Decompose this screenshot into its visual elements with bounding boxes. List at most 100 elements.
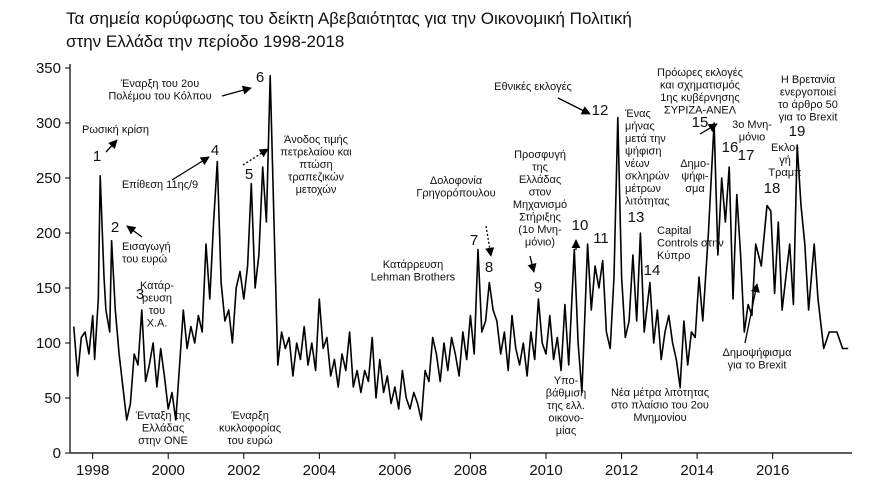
annotation: (1ο Μνη- (518, 224, 562, 236)
y-tick-label: 200 (36, 225, 61, 242)
annotation: Controls στην (657, 238, 724, 250)
arrow (485, 225, 495, 257)
y-tick-label: 250 (36, 170, 61, 187)
annotation: Τραμπ (768, 167, 802, 179)
annotation: Χ.Α. (147, 318, 168, 330)
annotation: 1ης κυβέρνησης (660, 92, 739, 104)
annotation: ενεργοποιεί (780, 87, 837, 99)
annotation: στο πλαίσιο του 2ου (611, 400, 709, 412)
x-tick-label: 2004 (303, 462, 336, 479)
annotation: κυκλοφορίας (219, 423, 281, 435)
peak-number: 3 (136, 286, 144, 303)
annotation: μόνιο (739, 132, 766, 144)
annotation: Επίθεση 11ης/9 (122, 179, 198, 191)
peak-number: 5 (245, 166, 253, 183)
peak-number: 1 (93, 148, 101, 165)
chart-title: στην Ελλάδα την περίοδο 1998-2018 (66, 32, 344, 51)
peak-number: 15 (692, 114, 709, 131)
x-tick-label: 2002 (227, 462, 260, 479)
annotation: στον (529, 187, 552, 199)
annotation: λιτότητας (625, 196, 670, 208)
annotation: και σχηματισμός (660, 80, 740, 92)
x-tick-label: 2008 (454, 462, 487, 479)
annotation: γή (779, 155, 791, 167)
annotation: μόνιο) (525, 237, 555, 249)
annotation: Δημοψήφισμα (723, 347, 793, 359)
annotation: Κατάρρευση (383, 259, 443, 271)
arrow (242, 148, 269, 166)
annotation: μήνας (625, 121, 655, 133)
x-tick-label: 2012 (605, 462, 638, 479)
annotation: σμα (685, 183, 705, 195)
y-tick-label: 100 (36, 335, 61, 352)
annotation: βάθμιση (546, 388, 587, 400)
arrow (221, 85, 252, 97)
peak-number: 6 (256, 69, 264, 86)
annotation: του (149, 305, 165, 317)
peak-number: 7 (470, 232, 478, 249)
y-tick-label: 350 (36, 60, 61, 77)
peak-number: 13 (628, 209, 645, 226)
annotation: Η Βρετανία (781, 74, 836, 86)
x-tick-label: 2010 (529, 462, 562, 479)
annotation: Capital (657, 225, 691, 237)
annotation: Άνοδος τιμής (284, 134, 348, 146)
annotation: του ευρώ (227, 435, 273, 447)
arrow (126, 225, 143, 238)
annotation: Μνημονίου (633, 412, 686, 424)
annotation: ΣΥΡΙΖΑ-ΑΝΕΛ (664, 105, 737, 117)
peak-number: 19 (789, 123, 806, 140)
x-tick-label: 2000 (152, 462, 185, 479)
peak-number: 10 (572, 217, 589, 234)
annotation: Ένας (624, 108, 651, 120)
x-tick-label: 1998 (76, 462, 109, 479)
y-tick-label: 0 (53, 445, 61, 462)
annotation: του ευρώ (122, 254, 168, 266)
annotation: της ελλ. (547, 400, 585, 412)
annotation: Στήριξης (519, 212, 561, 224)
arrow (557, 97, 591, 115)
y-tick-label: 300 (36, 115, 61, 132)
annotation: στην ΟΝΕ (138, 435, 188, 447)
annotation: Εκλο- (771, 142, 799, 154)
peak-number: 16 (722, 139, 739, 156)
x-tick-label: 2006 (378, 462, 411, 479)
annotation: Προσφυγή (514, 149, 566, 161)
annotation: Δημο- (680, 158, 710, 170)
annotation: Ελλάδας (142, 423, 184, 435)
peak-number: 9 (534, 279, 542, 296)
annotation: νέων (625, 158, 650, 170)
annotation: Κύπρο (657, 250, 690, 262)
peak-number: 18 (764, 180, 781, 197)
peak-number: 14 (644, 262, 661, 279)
annotation: Δολοφονία (430, 175, 483, 187)
annotation: Έναρξη (230, 410, 269, 422)
annotation: μέτρων (625, 183, 661, 195)
annotation: για το Brexit (728, 360, 787, 372)
annotation: μίας (556, 425, 576, 437)
annotation: της (532, 162, 548, 174)
data-line (73, 74, 849, 421)
annotation: Εθνικές εκλογές (494, 81, 572, 93)
annotation: Πρόωρες εκλογές (657, 67, 743, 79)
annotation: Νέα μέτρα λιτότητας (611, 387, 709, 399)
annotation: Πολέμου του Κόλπου (108, 91, 211, 103)
annotation: τραπεζικών (288, 172, 345, 184)
chart-title: Τα σημεία κορύφωσης του δείκτη Αβεβαιότη… (66, 9, 632, 28)
x-tick-label: 2016 (756, 462, 789, 479)
annotation: Υπο- (554, 375, 579, 387)
peak-number: 8 (485, 259, 493, 276)
annotation: οικονο- (548, 413, 584, 425)
y-tick-label: 50 (44, 390, 61, 407)
annotation: μετοχών (296, 184, 337, 196)
annotation: μετά την (625, 133, 666, 145)
annotation: Έναρξη του 2ου (120, 78, 199, 90)
annotation: Γρηγορόπουλου (416, 188, 495, 200)
annotation: ρευση (142, 293, 172, 305)
annotation: σκληρών (625, 171, 670, 183)
annotation: Κατάρ- (140, 280, 174, 292)
peak-number: 2 (111, 219, 119, 236)
annotation: Ρωσική κρίση (82, 124, 149, 136)
annotation: πτώση (299, 159, 332, 171)
